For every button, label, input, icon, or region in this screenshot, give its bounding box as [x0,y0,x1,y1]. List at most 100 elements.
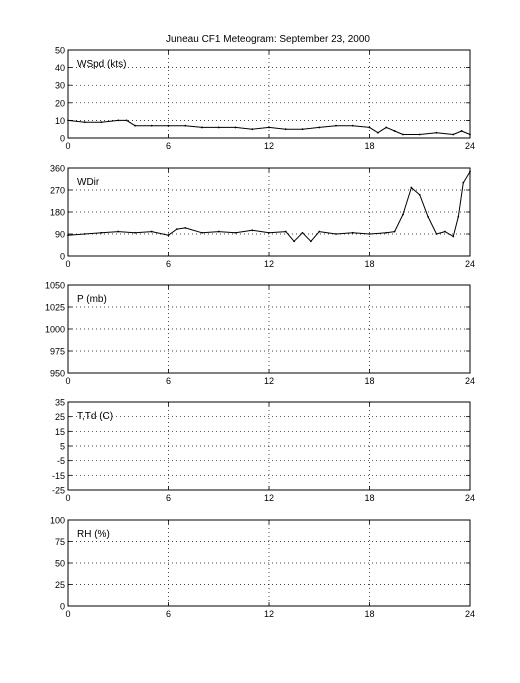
x-tick-label: 12 [264,493,274,503]
x-tick-label: 0 [65,493,70,503]
data-point [251,128,254,131]
data-point [418,133,421,136]
data-point [452,235,455,238]
x-tick-label: 18 [364,259,374,269]
data-point [125,119,128,122]
data-point [150,230,153,233]
panel-5: 0 25 50 75 100 0 6 12 18 24 RH (%) [50,516,475,620]
x-tick-label: 6 [166,259,171,269]
panel-label: WDir [77,177,100,188]
y-tick-label: 25 [55,580,65,590]
data-point [335,124,337,127]
x-tick-label: 12 [264,259,274,269]
data-point [393,230,396,233]
x-tick-label: 12 [264,141,274,151]
data-point [217,126,220,129]
data-point [150,124,153,127]
y-tick-label: 1000 [45,325,65,335]
x-tick-label: 24 [465,259,475,269]
x-tick-label: 24 [465,141,475,151]
data-point [284,128,287,131]
data-point [175,228,178,231]
data-point [452,133,455,136]
y-tick-label: 270 [50,186,65,196]
x-tick-label: 6 [166,376,171,386]
data-point [385,126,388,129]
panel-label: WSpd (kts) [77,59,126,70]
data-point [318,126,321,129]
panel-3: 950 975 1000 1025 1050 0 6 12 18 24 P (mb) [45,281,475,387]
data-point [100,121,103,124]
data-point [234,231,237,234]
y-tick-label: 0 [60,252,65,262]
y-tick-label: 20 [55,98,65,108]
data-point [234,126,237,129]
data-point [402,213,404,216]
data-point [427,215,430,218]
axes-frame [67,519,471,607]
series-line [67,171,471,242]
y-tick-label: 75 [55,537,65,547]
axes-frame [67,49,471,139]
axes-frame [67,401,471,491]
y-tick-label: 90 [55,230,65,240]
panel-2: 0 90 180 270 360 0 6 12 18 24 WDir [50,164,475,270]
x-tick-label: 24 [465,609,475,619]
y-tick-label: -15 [52,471,65,481]
data-point [167,124,170,127]
data-point [134,124,136,127]
x-tick-label: 18 [364,141,374,151]
y-tick-label: 1025 [45,303,65,313]
data-point [443,230,446,233]
y-tick-label: 360 [50,164,65,174]
x-tick-label: 0 [65,609,70,619]
data-point [217,230,220,233]
panel-label: RH (%) [77,529,110,540]
data-point [134,231,136,234]
data-point [309,240,312,243]
data-point [268,126,270,129]
x-tick-label: 12 [264,376,274,386]
data-point [368,126,371,129]
x-tick-label: 6 [166,493,171,503]
y-tick-label: 15 [55,427,65,437]
data-point [418,193,421,196]
x-tick-label: 12 [264,609,274,619]
y-tick-label: 100 [50,516,65,526]
x-tick-label: 0 [65,259,70,269]
data-point [402,133,404,136]
y-tick-label: 30 [55,81,65,91]
y-tick-label: 950 [50,369,65,379]
data-point [435,131,438,134]
data-point [460,130,463,132]
y-tick-label: 10 [55,116,65,126]
x-tick-label: 24 [465,376,475,386]
data-point [100,231,103,234]
data-point [83,121,86,124]
x-tick-label: 6 [166,141,171,151]
data-point [251,229,254,232]
data-point [368,233,371,235]
x-tick-label: 6 [166,609,171,619]
y-tick-label: 40 [55,63,65,73]
data-point [435,233,438,235]
data-point [268,231,270,234]
figure-title: Juneau CF1 Meteogram: September 23, 2000 [166,34,370,45]
y-tick-label: 0 [60,134,65,144]
x-tick-label: 18 [364,609,374,619]
data-point [376,131,379,134]
data-point [201,231,203,234]
data-point [301,128,304,131]
data-point [184,226,187,229]
y-tick-label: -25 [52,486,65,496]
x-tick-label: 0 [65,376,70,386]
x-tick-label: 18 [364,376,374,386]
data-point [284,230,287,233]
data-point [351,231,354,234]
x-tick-label: 18 [364,493,374,503]
data-point [117,230,120,233]
y-tick-label: 50 [55,559,65,569]
y-tick-label: 975 [50,347,65,357]
